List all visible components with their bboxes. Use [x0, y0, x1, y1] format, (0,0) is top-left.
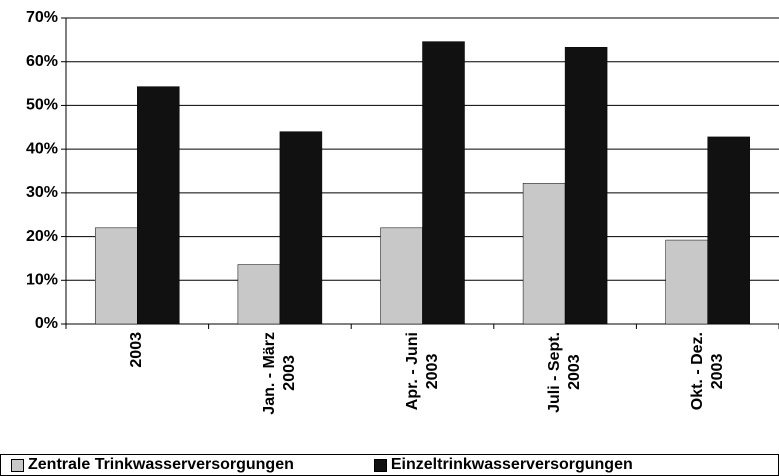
legend-item: Einzeltrinkwasserversorgungen [373, 456, 633, 474]
bar [422, 41, 465, 325]
legend-swatch [11, 458, 24, 472]
y-tick-label: 40% [26, 140, 58, 157]
bar [137, 86, 180, 325]
y-tick-label: 20% [26, 228, 58, 245]
bar [279, 131, 323, 325]
legend-label: Einzeltrinkwasserversorgungen [390, 456, 633, 473]
y-tick-label: 10% [26, 272, 58, 289]
y-tick-label: 60% [26, 53, 58, 70]
x-tick-label: Apr. - Juni 2003 [403, 332, 441, 411]
y-tick-label: 70% [26, 9, 58, 26]
legend: Zentrale Trinkwasserversorgungen Einzeltr… [0, 454, 779, 476]
bar [665, 239, 708, 325]
y-tick-label: 0% [35, 315, 58, 332]
bar [380, 227, 423, 325]
legend-label: Zentrale Trinkwasserversorgungen [28, 456, 294, 473]
x-tick-label: Juli - Sept. 2003 [546, 332, 584, 413]
legend-item: Zentrale Trinkwasserversorgungen [11, 456, 294, 474]
bar [522, 182, 566, 325]
legend-swatch [373, 458, 387, 472]
y-tick-label: 50% [26, 97, 58, 114]
bar [95, 227, 138, 325]
bar [707, 136, 750, 325]
x-tick-label: Okt. - Dez. 2003 [688, 332, 726, 411]
x-tick-label: 2003 [128, 332, 146, 368]
bar [564, 47, 608, 325]
y-tick-label: 30% [26, 184, 58, 201]
x-tick-label: Jan. - März 2003 [260, 332, 298, 415]
bar [237, 264, 281, 325]
